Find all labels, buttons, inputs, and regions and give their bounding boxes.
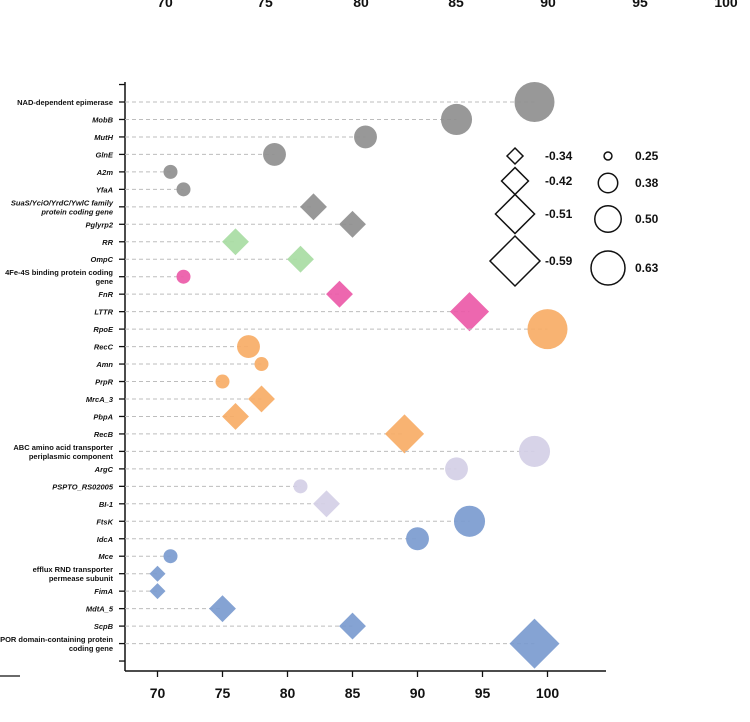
y-tick-label: OmpC	[91, 255, 114, 264]
legend-circle-label: 0.50	[635, 212, 659, 226]
y-tick-label: MdtA_5	[86, 605, 114, 614]
diamond-marker	[449, 292, 490, 332]
y-tick-label: ABC amino acid transporter periplasmic co…	[13, 443, 113, 461]
y-tick-label: PrpR	[95, 378, 114, 387]
x-tick-label: 80	[280, 685, 296, 701]
circle-marker	[176, 182, 191, 197]
y-tick-label: Mce	[98, 552, 113, 561]
circle-marker	[263, 142, 286, 166]
legend-circle	[603, 151, 613, 161]
y-tick-label: 4Fe-4S binding protein coding gene	[5, 268, 113, 286]
y-tick-label: SPOR domain-containing protein coding gen…	[0, 635, 113, 653]
y-tick-label: PSPTO_RS02005	[52, 482, 114, 491]
x-tick-label: 85	[345, 685, 361, 701]
legend-diamond	[505, 146, 525, 166]
circle-marker	[514, 82, 555, 122]
diamond-marker	[222, 228, 249, 256]
y-tick-label: RpoE	[93, 325, 114, 334]
top-partial-tick-label: 80	[353, 0, 369, 10]
circle-marker	[163, 549, 178, 564]
circle-marker	[163, 164, 178, 179]
x-tick-label: 75	[215, 685, 231, 701]
circle-marker	[445, 457, 468, 481]
y-tick-label: BI-1	[99, 500, 113, 509]
y-tick-label: MobB	[92, 115, 113, 124]
legend-diamond	[494, 193, 536, 235]
top-partial-tick-label: 90	[540, 0, 556, 10]
y-tick-label: ArgC	[94, 465, 114, 474]
top-partial-tick-label: 85	[448, 0, 464, 10]
legend-circle-label: 0.25	[635, 149, 659, 163]
x-tick-label: 90	[410, 685, 426, 701]
circle-marker	[237, 335, 260, 359]
circle-marker	[406, 527, 429, 551]
legend-diamond-label: -0.42	[545, 174, 573, 188]
y-tick-label: RecB	[94, 430, 114, 439]
legend-diamond	[488, 234, 542, 288]
diamond-marker	[326, 280, 353, 308]
diamond-marker	[209, 595, 236, 623]
x-tick-label: 70	[150, 685, 166, 701]
y-tick-label: IdcA	[97, 535, 113, 544]
y-tick-label: NAD-dependent epimerase	[17, 98, 113, 107]
y-tick-label: GlnE	[95, 150, 113, 159]
circle-marker	[354, 125, 377, 149]
y-tick-label: MutH	[94, 133, 113, 142]
y-tick-label: FtsK	[96, 517, 113, 526]
y-tick-label: PbpA	[93, 412, 113, 421]
diamond-marker	[313, 490, 340, 518]
diamond-marker	[287, 245, 314, 273]
diamond-marker	[384, 414, 425, 454]
diamond-marker	[509, 618, 560, 669]
top-partial-tick-label: 70	[157, 0, 173, 10]
y-tick-label: RecC	[94, 343, 114, 352]
y-tick-label: LTTR	[94, 308, 113, 317]
legend-diamond-label: -0.34	[545, 149, 573, 163]
y-tick-label: SuaS/YciO/YrdC/YwlC family protein coding…	[11, 198, 114, 216]
diamond-marker	[248, 385, 275, 413]
y-tick-label: FnR	[98, 290, 113, 299]
circle-marker	[453, 505, 486, 537]
top-partial-tick-label: 75	[257, 0, 273, 10]
legend-circle-label: 0.63	[635, 261, 659, 275]
top-partial-tick-label: 95	[632, 0, 648, 10]
diamond-marker	[339, 210, 366, 238]
y-tick-label: RR	[102, 238, 113, 247]
legend-diamond	[500, 166, 530, 196]
legend-diamond-label: -0.59	[545, 254, 573, 268]
y-tick-label: FimA	[94, 587, 113, 596]
circle-marker	[293, 479, 308, 494]
top-partial-tick-label: 100	[714, 0, 738, 10]
diamond-marker	[149, 565, 166, 582]
diamond-marker	[339, 612, 366, 640]
circle-marker	[215, 374, 230, 389]
legend-circle	[594, 205, 622, 233]
circle-marker	[254, 357, 269, 372]
y-tick-label: A2m	[96, 168, 114, 177]
diamond-marker	[149, 583, 166, 600]
circle-marker	[518, 435, 551, 467]
y-tick-label: MrcA_3	[86, 395, 114, 404]
legend-circle	[597, 172, 619, 194]
x-tick-label: 100	[536, 685, 560, 701]
circle-marker	[527, 309, 568, 350]
x-tick-label: 95	[475, 685, 491, 701]
legend-diamond-label: -0.51	[545, 207, 573, 221]
diamond-marker	[300, 193, 327, 221]
y-tick-label: efflux RND transporter permease subunit	[33, 565, 114, 583]
y-tick-label: Amn	[95, 360, 113, 369]
circle-marker	[440, 103, 473, 136]
legend-circle-label: 0.38	[635, 176, 659, 190]
y-tick-label: ScpB	[94, 622, 114, 631]
diamond-marker	[222, 403, 249, 430]
circle-marker	[176, 269, 191, 284]
y-tick-label: Pglyrp2	[85, 220, 113, 229]
y-tick-label: YfaA	[96, 185, 113, 194]
legend-circle	[590, 250, 626, 286]
